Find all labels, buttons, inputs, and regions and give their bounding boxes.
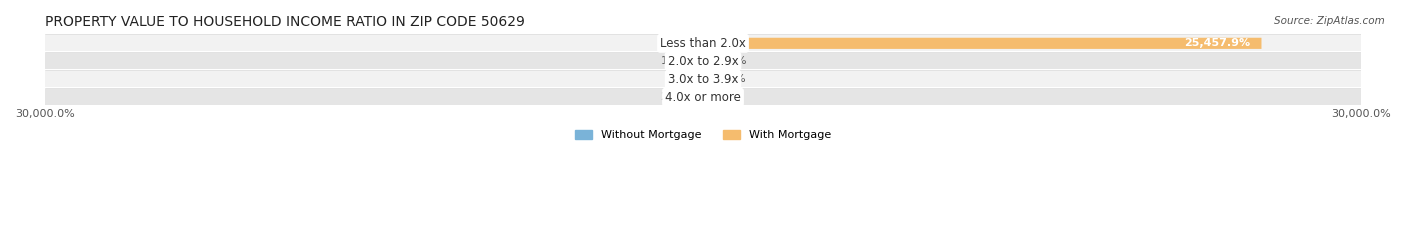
Text: 4.0x or more: 4.0x or more — [665, 91, 741, 104]
Text: 2.0x to 2.9x: 2.0x to 2.9x — [668, 55, 738, 68]
Text: Source: ZipAtlas.com: Source: ZipAtlas.com — [1274, 16, 1385, 26]
Text: 5.0%: 5.0% — [710, 92, 738, 102]
Bar — [45, 53, 1361, 69]
Text: PROPERTY VALUE TO HOUSEHOLD INCOME RATIO IN ZIP CODE 50629: PROPERTY VALUE TO HOUSEHOLD INCOME RATIO… — [45, 15, 524, 29]
Text: 49.0%: 49.0% — [659, 38, 696, 48]
Legend: Without Mortgage, With Mortgage: Without Mortgage, With Mortgage — [575, 130, 831, 140]
Text: 16.9%: 16.9% — [661, 56, 696, 66]
FancyBboxPatch shape — [703, 38, 1261, 49]
Text: 3.0x to 3.9x: 3.0x to 3.9x — [668, 73, 738, 86]
Bar — [45, 35, 1361, 51]
Text: 6.5%: 6.5% — [668, 74, 696, 84]
Text: 25,457.9%: 25,457.9% — [1184, 38, 1250, 48]
Text: 27.6%: 27.6% — [661, 92, 696, 102]
Bar — [45, 71, 1361, 87]
Text: Less than 2.0x: Less than 2.0x — [659, 37, 747, 50]
Text: 24.4%: 24.4% — [710, 74, 745, 84]
Text: 54.7%: 54.7% — [711, 56, 747, 66]
Bar — [45, 89, 1361, 105]
